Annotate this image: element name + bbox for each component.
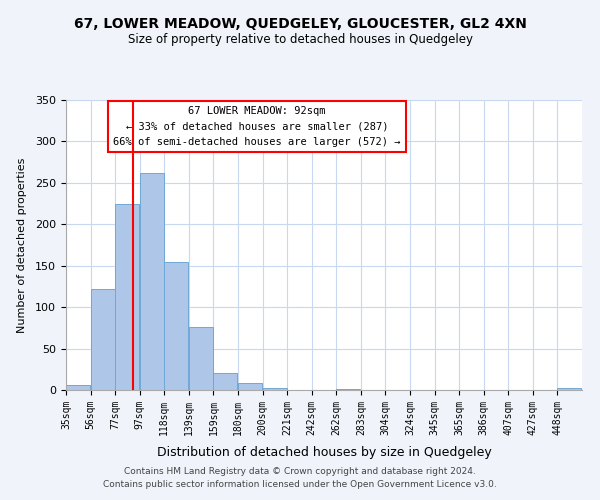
Bar [336, 389, 360, 390]
Bar [263, 388, 287, 390]
Bar [557, 388, 581, 390]
Bar [91, 289, 115, 390]
Bar [140, 173, 164, 390]
X-axis label: Distribution of detached houses by size in Quedgeley: Distribution of detached houses by size … [157, 446, 491, 459]
Text: Contains HM Land Registry data © Crown copyright and database right 2024.: Contains HM Land Registry data © Crown c… [124, 467, 476, 476]
Bar [189, 327, 213, 390]
Text: 67 LOWER MEADOW: 92sqm
← 33% of detached houses are smaller (287)
66% of semi-de: 67 LOWER MEADOW: 92sqm ← 33% of detached… [113, 106, 401, 147]
Bar [115, 204, 139, 390]
Bar [238, 382, 262, 390]
Bar [66, 385, 90, 390]
Bar [214, 372, 238, 390]
Text: Contains public sector information licensed under the Open Government Licence v3: Contains public sector information licen… [103, 480, 497, 489]
Y-axis label: Number of detached properties: Number of detached properties [17, 158, 27, 332]
Text: 67, LOWER MEADOW, QUEDGELEY, GLOUCESTER, GL2 4XN: 67, LOWER MEADOW, QUEDGELEY, GLOUCESTER,… [74, 18, 526, 32]
Text: Size of property relative to detached houses in Quedgeley: Size of property relative to detached ho… [128, 32, 473, 46]
Bar [164, 262, 188, 390]
